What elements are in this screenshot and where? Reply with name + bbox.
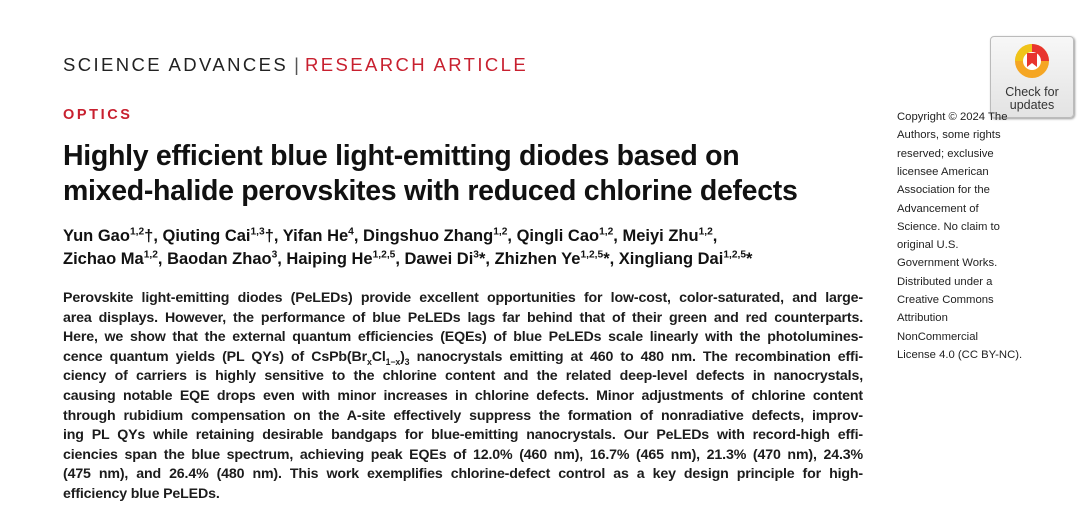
text-run: *, Xingliang Dai	[603, 250, 724, 268]
supscript: 1,3	[250, 226, 265, 238]
text-run: , Dingshuo Zhang	[353, 227, 494, 245]
text-run: *	[746, 250, 753, 268]
copyright-line: Association for the	[897, 184, 990, 197]
abstract-line: through rubidium compensation on the A-s…	[63, 408, 863, 424]
abstract-line: ing PL QYs while retaining desirable ban…	[63, 427, 863, 443]
copyright-line: original U.S.	[897, 239, 959, 252]
supscript: 1,2	[129, 226, 145, 238]
copyright-line: reserved; exclusive	[897, 147, 994, 160]
copyright-line: License 4.0 (CC BY-NC).	[897, 348, 1023, 361]
copyright-line: licensee American	[897, 165, 989, 178]
header-separator: |	[294, 54, 299, 75]
subscript: 3	[404, 356, 410, 367]
supscript: 1,2	[493, 226, 508, 238]
text-run: causing notable EQE drops even with mino…	[63, 388, 863, 404]
text-run: area displays. However, the performance …	[63, 309, 863, 326]
copyright-line: Science. No claim to	[897, 220, 1000, 233]
text-run: , Baodan Zhao	[157, 250, 272, 268]
supscript: 1,2,5	[723, 249, 747, 261]
text-run: ciencies span the blue spectrum, achievi…	[63, 446, 863, 463]
check-for-updates-badge[interactable]: Check for updates	[990, 36, 1074, 118]
author-line: Yun Gao1,2†, Qiuting Cai1,3†, Yifan He4,…	[63, 227, 717, 246]
text-run: cence quantum yields (PL QYs) of CsPb(Br	[63, 348, 367, 365]
author-line: Zichao Ma1,2, Baodan Zhao3, Haiping He1,…	[63, 250, 752, 269]
text-run: *, Zhizhen Ye	[478, 250, 581, 268]
text-run: nanocrystals emitting at 460 to 480 nm. …	[409, 348, 864, 365]
abstract-line: efficiency blue PeLEDs.	[63, 486, 863, 502]
text-run: efficiency blue PeLEDs.	[63, 486, 220, 502]
abstract-line: (475 nm), and 26.4% (480 nm). This work …	[63, 466, 863, 482]
supscript: 1,2	[599, 226, 614, 238]
subscript: x	[366, 356, 372, 367]
text-run: )	[400, 348, 405, 365]
supscript: 1,2,5	[372, 249, 396, 261]
copyright-line: NonCommercial	[897, 330, 978, 343]
abstract-line: area displays. However, the performance …	[63, 310, 863, 326]
text-run: , Dawei Di	[395, 250, 474, 268]
supscript: 1,2,5	[580, 249, 604, 261]
supscript: 1,2	[143, 249, 158, 261]
section-label: OPTICS	[63, 107, 133, 123]
text-run: ciency of carriers is highly sensitive t…	[63, 368, 863, 385]
text-run: , Haiping He	[277, 250, 373, 268]
badge-icon	[1015, 44, 1049, 78]
text-run: Here, we show that the external quantum …	[63, 329, 863, 346]
supscript: 3	[271, 249, 278, 261]
text-run: Cl	[371, 348, 386, 365]
abstract-line: cence quantum yields (PL QYs) of CsPb(Br…	[63, 348, 864, 367]
article-type: RESEARCH ARTICLE	[304, 54, 529, 75]
text-run: , Qingli Cao	[507, 227, 600, 245]
text-run: ing PL QYs while retaining desirable ban…	[63, 427, 863, 444]
copyright-line: Government Works.	[897, 257, 998, 270]
abstract-line: ciencies span the blue spectrum, achievi…	[63, 447, 863, 463]
supscript: 1,2	[698, 226, 713, 238]
title-line: Highly efficient blue light-emitting dio…	[63, 140, 740, 172]
copyright-line: Attribution	[897, 312, 948, 325]
text-run: †, Yifan He	[264, 227, 349, 245]
text-run: ,	[712, 227, 718, 245]
subscript: 1−x	[385, 356, 401, 367]
text-run: (475 nm), and 26.4% (480 nm). This work …	[63, 466, 863, 483]
abstract-line: ciency of carriers is highly sensitive t…	[63, 368, 863, 384]
text-run: through rubidium compensation on the A-s…	[63, 407, 863, 424]
abstract-line: Here, we show that the external quantum …	[63, 329, 863, 345]
supscript: 3	[473, 249, 479, 261]
text-run: Perovskite light-emitting diodes (PeLEDs…	[63, 290, 863, 306]
text-run: Yun Gao	[63, 227, 130, 245]
text-run: , Meiyi Zhu	[613, 227, 699, 245]
abstract-line: causing notable EQE drops even with mino…	[63, 388, 863, 404]
text-run: Zichao Ma	[63, 250, 144, 268]
copyright-line: Distributed under a	[897, 275, 993, 288]
badge-text: updates	[1009, 98, 1055, 112]
title-line: mixed-halide perovskites with reduced ch…	[63, 175, 798, 207]
abstract-line: Perovskite light-emitting diodes (PeLEDs…	[63, 290, 863, 306]
supscript: 4	[348, 226, 354, 238]
journal-name: SCIENCE ADVANCES	[63, 54, 289, 75]
copyright-line: Copyright © 2024 The	[897, 111, 1008, 123]
copyright-line: Creative Commons	[897, 294, 994, 306]
copyright-line: Advancement of	[897, 202, 979, 215]
journal-header: SCIENCE ADVANCES | RESEARCH ARTICLE	[63, 54, 528, 76]
text-run: †, Qiuting Cai	[144, 227, 251, 245]
copyright-line: Authors, some rights	[897, 129, 1001, 142]
badge-text: Check for	[1005, 85, 1059, 99]
